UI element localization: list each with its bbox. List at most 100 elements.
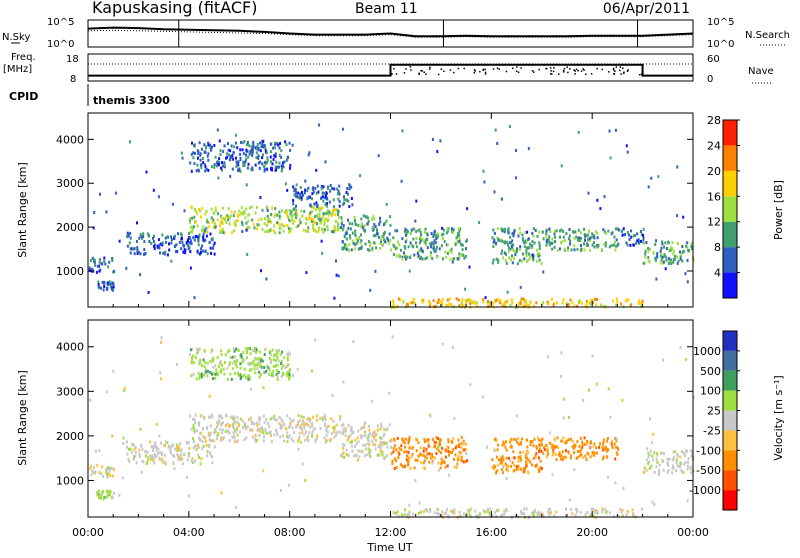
cell-9	[687, 457, 690, 461]
cell-12	[525, 300, 528, 303]
cell-4	[205, 167, 208, 171]
cell-3	[287, 215, 290, 219]
cell-7	[426, 237, 429, 241]
cell-3	[189, 225, 192, 229]
cell-noise	[180, 151, 183, 155]
cell-8	[581, 440, 584, 444]
cell-6	[392, 450, 395, 454]
cell-8	[504, 227, 506, 231]
cell-2	[192, 236, 195, 240]
cell-3	[326, 225, 329, 229]
cell-7	[412, 237, 415, 241]
cell-5	[345, 453, 348, 457]
cell-4	[287, 155, 289, 159]
cell-4	[278, 146, 281, 150]
cell-4	[255, 357, 258, 361]
cell-3	[316, 414, 318, 418]
cell-4	[236, 365, 239, 369]
cell-noise	[369, 449, 372, 453]
cell-8	[502, 256, 505, 260]
cell-8	[512, 231, 515, 235]
cell-6	[390, 248, 393, 252]
cell-7	[396, 246, 399, 250]
cell-6	[367, 240, 370, 244]
cell-3	[229, 424, 231, 428]
cell-8	[530, 244, 533, 248]
cell-3	[298, 222, 301, 226]
cell-3	[302, 416, 305, 419]
cell-10	[540, 511, 543, 515]
cell-3	[290, 420, 293, 423]
cell-noise	[296, 368, 299, 371]
cell-9	[583, 242, 585, 246]
cell-noise	[160, 340, 162, 344]
cell-6	[400, 448, 403, 452]
cell-8	[531, 240, 534, 244]
cell-12	[522, 297, 525, 301]
cell-8	[536, 254, 539, 257]
cell-6	[373, 223, 376, 226]
cell-3	[300, 209, 303, 213]
cell-6	[454, 453, 457, 457]
cell-3	[270, 212, 273, 216]
cell-12	[595, 303, 598, 307]
cell-4	[223, 372, 226, 376]
cell-4	[223, 161, 226, 165]
cell-noise	[287, 483, 290, 487]
cell-5	[380, 424, 383, 428]
cell-3	[269, 417, 272, 421]
cell-2	[143, 252, 146, 256]
cell-12	[591, 298, 594, 302]
cell-12	[474, 302, 477, 305]
cell-4	[233, 359, 236, 363]
cell-4	[279, 353, 282, 356]
cell-3	[333, 425, 336, 429]
cell-2	[204, 249, 207, 253]
nave-dot	[449, 69, 452, 71]
cell-12	[499, 301, 501, 305]
cell-2	[173, 455, 176, 458]
cell-6	[417, 454, 420, 458]
cell-3	[251, 422, 254, 426]
cell-6	[395, 465, 398, 469]
cell-noise	[568, 498, 571, 502]
cell-7	[403, 244, 406, 248]
cell-3	[194, 208, 196, 211]
cell-5	[355, 454, 358, 458]
cell-9	[616, 227, 619, 231]
cell-3	[335, 423, 338, 427]
nave-dot	[474, 70, 476, 72]
cell-7	[537, 467, 540, 471]
cell-noise	[263, 144, 266, 148]
cell-6	[382, 234, 385, 238]
cell-2	[164, 250, 167, 254]
cell-5	[341, 452, 344, 456]
cell-9	[554, 229, 556, 233]
cell-7	[442, 257, 444, 261]
cell-noise	[465, 452, 468, 456]
cell-7	[494, 437, 496, 441]
cell-7	[539, 459, 542, 463]
cell-7	[535, 445, 538, 449]
cell-3	[213, 431, 215, 435]
cell-noise	[111, 434, 114, 438]
cell-6	[367, 248, 369, 252]
cell-noise	[357, 458, 359, 462]
cell-12	[561, 301, 564, 305]
cell-3	[288, 230, 290, 234]
cell-7	[404, 246, 407, 250]
cell-3	[308, 419, 311, 423]
cell-9	[574, 230, 577, 234]
cell-0	[93, 466, 95, 470]
cell-4	[236, 359, 239, 363]
cell-7	[449, 257, 452, 261]
cell-7	[505, 440, 508, 444]
cell-4	[254, 371, 257, 375]
cell-3	[266, 218, 269, 222]
cell-7	[432, 234, 435, 238]
cell-noise	[606, 475, 609, 479]
cell-12	[615, 303, 618, 307]
power-colorbar-frame	[722, 119, 738, 299]
cell-4	[231, 355, 234, 359]
cell-3	[311, 422, 314, 426]
